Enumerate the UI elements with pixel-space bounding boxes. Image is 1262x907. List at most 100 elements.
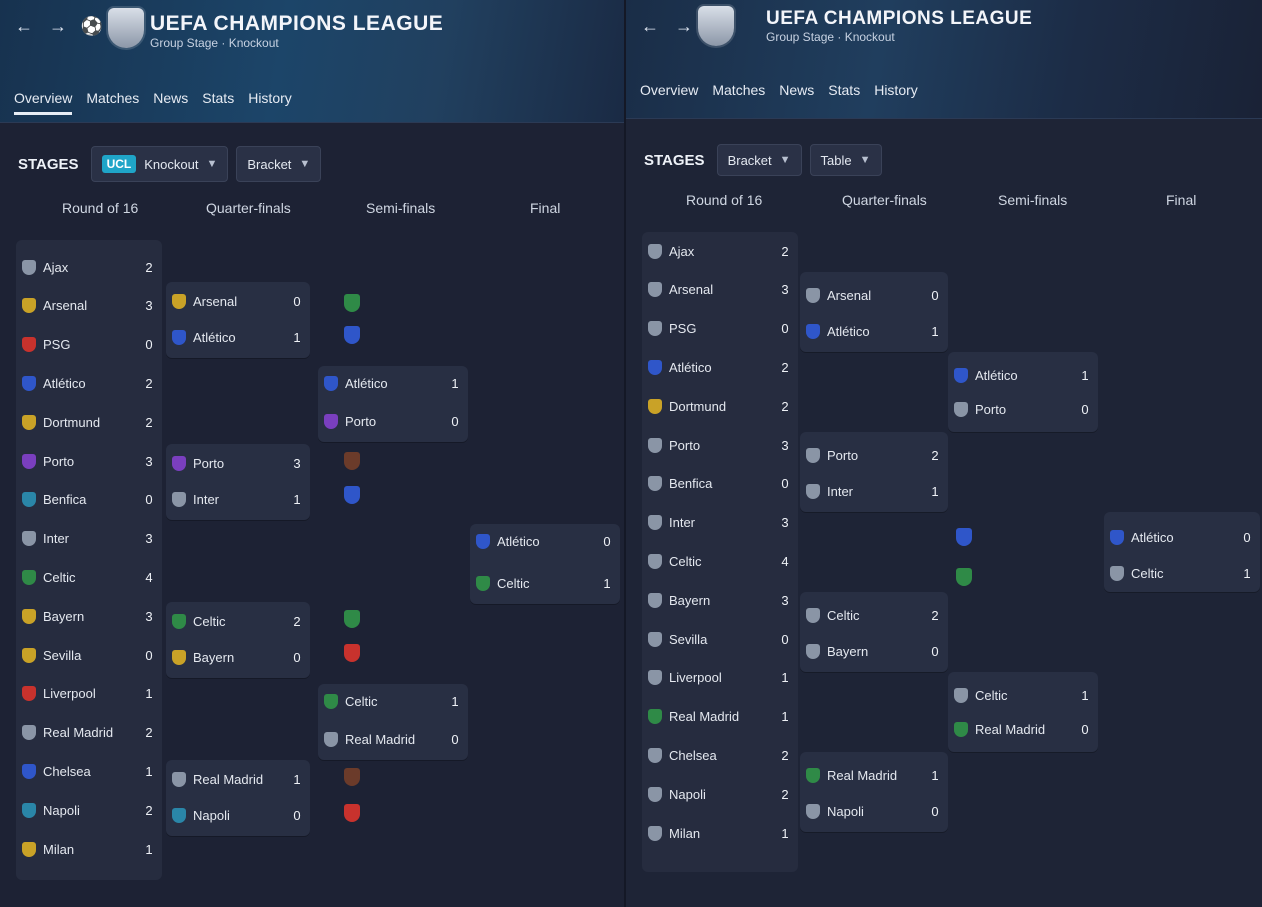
- forward-arrow-icon[interactable]: →: [49, 15, 67, 36]
- team-row[interactable]: Arsenal 0: [166, 290, 310, 312]
- team-row[interactable]: Celtic 4: [642, 550, 798, 572]
- team-row[interactable]: Benfica 0: [642, 473, 798, 495]
- tab-overview[interactable]: Overview: [14, 90, 73, 115]
- final-match[interactable]: Atlético 0 Celtic 1: [1104, 512, 1260, 592]
- tab-matches[interactable]: Matches: [86, 90, 140, 106]
- tab-news[interactable]: News: [779, 82, 815, 98]
- team-row[interactable]: Real Madrid 1: [800, 764, 948, 786]
- quarter-final-match[interactable]: Arsenal 0 Atlético 1: [800, 272, 948, 352]
- team-row[interactable]: Real Madrid 1: [166, 768, 310, 790]
- quarter-final-match[interactable]: Real Madrid 1 Napoli 0: [166, 760, 310, 836]
- tab-matches[interactable]: Matches: [712, 82, 766, 98]
- team-row[interactable]: PSG 0: [642, 318, 798, 340]
- back-arrow-icon[interactable]: ←: [641, 15, 659, 36]
- tab-news[interactable]: News: [153, 90, 189, 106]
- team-row[interactable]: Benfica 0: [16, 489, 162, 511]
- team-row[interactable]: Inter 1: [166, 488, 310, 510]
- tab-history[interactable]: History: [874, 82, 918, 98]
- team-row[interactable]: Atlético 0: [470, 530, 620, 552]
- tab-stats[interactable]: Stats: [202, 90, 235, 106]
- team-row[interactable]: Bayern 0: [166, 646, 310, 668]
- team-row[interactable]: Bayern 0: [800, 640, 948, 662]
- team-row[interactable]: Inter 3: [16, 528, 162, 550]
- team-row[interactable]: Atlético 1: [318, 372, 468, 394]
- final-match[interactable]: Atlético 0 Celtic 1: [470, 524, 620, 604]
- team-row[interactable]: Napoli 2: [642, 783, 798, 805]
- quarter-final-match[interactable]: Porto 3 Inter 1: [166, 444, 310, 520]
- quarter-final-match[interactable]: Celtic 2 Bayern 0: [166, 602, 310, 678]
- team-name: Liverpool: [669, 670, 722, 686]
- panel-divider: [624, 0, 626, 907]
- stage-dropdown[interactable]: Bracket ▼: [716, 144, 802, 176]
- team-crest-icon: [648, 709, 662, 725]
- team-row[interactable]: Milan 1: [642, 822, 798, 844]
- team-row[interactable]: Napoli 0: [800, 800, 948, 822]
- quarter-final-match[interactable]: Real Madrid 1 Napoli 0: [800, 752, 948, 832]
- team-row[interactable]: PSG 0: [16, 334, 162, 356]
- team-row[interactable]: Real Madrid 0: [948, 718, 1098, 740]
- team-row[interactable]: Celtic 1: [318, 690, 468, 712]
- team-row[interactable]: Porto 3: [166, 452, 310, 474]
- team-row[interactable]: Porto 3: [642, 434, 798, 456]
- football-icon[interactable]: ⚽: [80, 15, 104, 36]
- team-row[interactable]: Celtic 2: [166, 610, 310, 632]
- team-row[interactable]: Arsenal 3: [642, 279, 798, 301]
- team-row[interactable]: Chelsea 2: [642, 744, 798, 766]
- team-row[interactable]: Napoli 2: [16, 799, 162, 821]
- semi-final-match[interactable]: Celtic 1 Real Madrid 0: [318, 684, 468, 760]
- semi-final-match[interactable]: Atlético 1 Porto 0: [318, 366, 468, 442]
- team-row[interactable]: Atlético 2: [16, 372, 162, 394]
- team-score: 1: [1243, 565, 1251, 581]
- back-arrow-icon[interactable]: ←: [15, 15, 33, 36]
- team-row[interactable]: Atlético 1: [948, 364, 1098, 386]
- team-row[interactable]: Arsenal 0: [800, 284, 948, 306]
- team-row[interactable]: Inter 1: [800, 480, 948, 502]
- quarter-final-match[interactable]: Celtic 2 Bayern 0: [800, 592, 948, 672]
- team-score: 0: [293, 649, 301, 665]
- team-row[interactable]: Porto 2: [800, 444, 948, 466]
- team-row[interactable]: Real Madrid 0: [318, 728, 468, 750]
- team-row[interactable]: Sevilla 0: [16, 644, 162, 666]
- team-row[interactable]: Porto 0: [318, 410, 468, 432]
- tab-history[interactable]: History: [248, 90, 292, 106]
- team-row[interactable]: Dortmund 2: [642, 395, 798, 417]
- team-row[interactable]: Liverpool 1: [642, 667, 798, 689]
- view-dropdown[interactable]: Bracket ▼: [236, 146, 322, 182]
- stage-dropdown[interactable]: UCL Knockout ▼: [90, 146, 229, 182]
- team-row[interactable]: Bayern 3: [16, 605, 162, 627]
- team-row[interactable]: Celtic 2: [800, 604, 948, 626]
- quarter-final-match[interactable]: Arsenal 0 Atlético 1: [166, 282, 310, 358]
- team-row[interactable]: Napoli 0: [166, 804, 310, 826]
- team-row[interactable]: Milan 1: [16, 838, 162, 860]
- team-row[interactable]: Atlético 1: [166, 326, 310, 348]
- tab-overview[interactable]: Overview: [640, 82, 699, 98]
- forward-arrow-icon[interactable]: →: [675, 15, 693, 36]
- team-row[interactable]: Celtic 1: [470, 572, 620, 594]
- semi-final-match[interactable]: Atlético 1 Porto 0: [948, 352, 1098, 432]
- team-row[interactable]: Sevilla 0: [642, 628, 798, 650]
- team-row[interactable]: Atlético 2: [642, 356, 798, 378]
- team-row[interactable]: Real Madrid 1: [642, 706, 798, 728]
- team-row[interactable]: Atlético 1: [800, 320, 948, 342]
- team-row[interactable]: Porto 3: [16, 450, 162, 472]
- team-row[interactable]: Real Madrid 2: [16, 722, 162, 744]
- semi-final-match[interactable]: Celtic 1 Real Madrid 0: [948, 672, 1098, 752]
- team-row[interactable]: Celtic 4: [16, 566, 162, 588]
- team-row[interactable]: Ajax 2: [642, 240, 798, 262]
- team-row[interactable]: Inter 3: [642, 512, 798, 534]
- quarter-final-match[interactable]: Porto 2 Inter 1: [800, 432, 948, 512]
- team-row[interactable]: Liverpool 1: [16, 683, 162, 705]
- team-row[interactable]: Celtic 1: [948, 684, 1098, 706]
- team-row[interactable]: Arsenal 3: [16, 295, 162, 317]
- team-name: Porto: [193, 455, 225, 471]
- team-row[interactable]: Bayern 3: [642, 589, 798, 611]
- team-row[interactable]: Chelsea 1: [16, 760, 162, 782]
- team-row[interactable]: Dortmund 2: [16, 411, 162, 433]
- team-row[interactable]: Ajax 2: [16, 256, 162, 278]
- team-row[interactable]: Porto 0: [948, 398, 1098, 420]
- team-row[interactable]: Atlético 0: [1104, 526, 1260, 548]
- view-dropdown[interactable]: Table ▼: [809, 144, 882, 176]
- team-name: Real Madrid: [193, 771, 264, 787]
- tab-stats[interactable]: Stats: [828, 82, 861, 98]
- team-row[interactable]: Celtic 1: [1104, 562, 1260, 584]
